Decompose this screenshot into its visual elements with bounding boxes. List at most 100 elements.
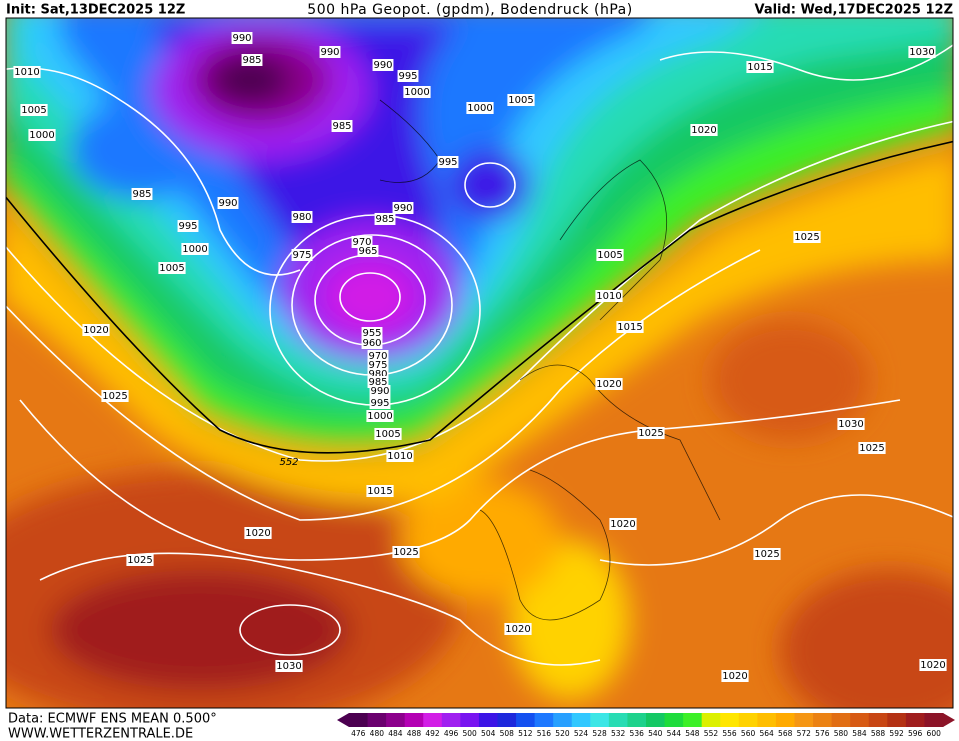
- isobar-label-box: [177, 220, 199, 232]
- colorbar-swatch: [905, 713, 925, 727]
- isobar-label: 1025: [393, 547, 418, 558]
- colorbar-swatch: [571, 713, 591, 727]
- colorbar-label: 484: [388, 729, 403, 738]
- colorbar-label: 488: [407, 729, 422, 738]
- isobar-label: 985: [368, 377, 387, 388]
- map-frame: [5, 17, 954, 709]
- isobar-label: 985: [242, 55, 261, 66]
- isobar-label: 1020: [245, 528, 270, 539]
- isobar-label-box: [331, 120, 353, 132]
- isobar-label: 990: [232, 33, 251, 44]
- colorbar-swatch: [868, 713, 888, 727]
- isobar-label-box: [374, 213, 396, 225]
- isobar-label: 995: [438, 157, 457, 168]
- isobar-label-box: [366, 485, 394, 497]
- colorbar-label: 564: [759, 729, 774, 738]
- colorbar-swatch: [478, 713, 498, 727]
- colorbar-label: 524: [574, 729, 589, 738]
- colorbar-label: 596: [908, 729, 923, 738]
- colorbar-label: 508: [500, 729, 515, 738]
- isobar-label: 1025: [638, 428, 663, 439]
- colorbar-swatch: [924, 713, 944, 727]
- colorbar-swatch: [608, 713, 628, 727]
- isobar-label: 1000: [367, 411, 392, 422]
- isobar-label-box: [217, 197, 239, 209]
- colorbar-label: 584: [852, 729, 867, 738]
- isobar-label: 1020: [596, 379, 621, 390]
- isobar-label: 965: [358, 246, 377, 257]
- isobar-label: 995: [178, 221, 197, 232]
- isobar-label-box: [374, 428, 402, 440]
- colorbar-swatch: [794, 713, 814, 727]
- isobar-label-box: [357, 245, 379, 257]
- colorbar-swatch: [813, 713, 833, 727]
- colorbar-label: 556: [722, 729, 737, 738]
- colorbar-swatch: [775, 713, 795, 727]
- isobar-label: 1030: [909, 47, 934, 58]
- colorbar-label: 548: [685, 729, 700, 738]
- isobar-label: 985: [332, 121, 351, 132]
- colorbar-label: 536: [630, 729, 645, 738]
- isobar-label: 980: [292, 212, 311, 223]
- colorbar-label: 500: [462, 729, 477, 738]
- colorbar-label: 600: [927, 729, 942, 738]
- isobar-label: 1000: [182, 244, 207, 255]
- isobar-label: 955: [362, 328, 381, 339]
- isobar-label-box: [181, 243, 209, 255]
- isobar-label: 1025: [754, 549, 779, 560]
- isobar-label: 1030: [838, 419, 863, 430]
- colorbar-swatch: [757, 713, 777, 727]
- isobar-label: 975: [292, 250, 311, 261]
- colorbar-swatch: [831, 713, 851, 727]
- colorbar-label: 576: [815, 729, 830, 738]
- website: WWW.WETTERZENTRALE.DE: [8, 727, 193, 741]
- isobar-label-box: [372, 59, 394, 71]
- isobar-label-box: [466, 102, 494, 114]
- isobar-label: 1005: [508, 95, 533, 106]
- colorbar-swatch: [497, 713, 517, 727]
- colorbar-swatch: [590, 713, 610, 727]
- colorbar-swatch: [386, 713, 406, 727]
- colorbar-label: 512: [518, 729, 533, 738]
- isobar-label-box: [721, 670, 749, 682]
- colorbar-label: 532: [611, 729, 626, 738]
- isobar-label-box: [231, 32, 253, 44]
- colorbar-label: 572: [797, 729, 812, 738]
- colorbar-swatch: [516, 713, 536, 727]
- colorbar-arrow-right: [943, 713, 955, 727]
- isobar-label-box: [126, 554, 154, 566]
- colorbar-label: 592: [889, 729, 904, 738]
- isobar-label: 1000: [467, 103, 492, 114]
- isobar-label-box: [609, 518, 637, 530]
- isobar-label-box: [753, 548, 781, 560]
- isobar-label-box: [291, 249, 313, 261]
- isobar-label-box: [437, 156, 459, 168]
- isobar-label: 970: [368, 351, 387, 362]
- colorbar-label: 544: [667, 729, 682, 738]
- isobar-label: 1025: [127, 555, 152, 566]
- isobar-label-box: [595, 378, 623, 390]
- isobar-label: 1020: [505, 624, 530, 635]
- isobar-label-box: [746, 61, 774, 73]
- coastlines: [379, 99, 721, 621]
- isobar-label: 1020: [691, 125, 716, 136]
- colorbar-swatch: [887, 713, 907, 727]
- isobar-label-box: [275, 660, 303, 672]
- isobar-label: 990: [373, 60, 392, 71]
- contour-label: 552: [279, 457, 298, 468]
- isobar-label: 985: [375, 214, 394, 225]
- isobar-label: 1005: [159, 263, 184, 274]
- isobar-label-box: [361, 337, 383, 349]
- colorbar-label: 516: [537, 729, 552, 738]
- isobar-label-box: [793, 231, 821, 243]
- isobar-label: 1025: [102, 391, 127, 402]
- colorbar-swatch: [701, 713, 721, 727]
- isobar-label: 1025: [794, 232, 819, 243]
- contour-552: [6, 140, 953, 454]
- colorbar-swatch: [683, 713, 703, 727]
- isobar-label-box: [504, 623, 532, 635]
- colorbar-label: 476: [351, 729, 366, 738]
